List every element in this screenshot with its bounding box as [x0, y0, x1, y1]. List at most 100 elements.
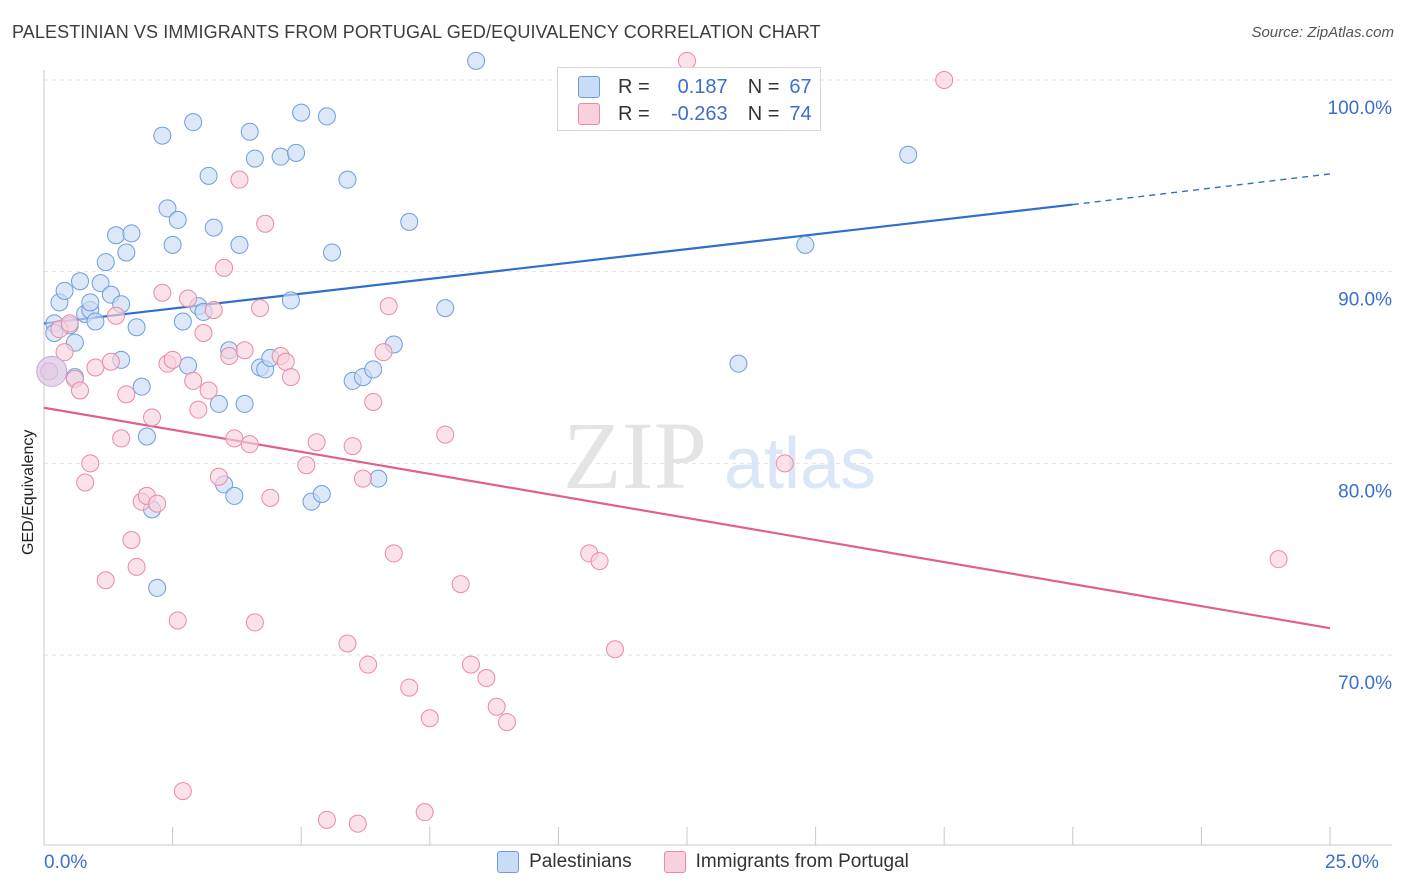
point-cluster — [36, 355, 68, 387]
point-palestinians — [400, 212, 419, 231]
n-value: 67 — [789, 75, 812, 98]
point-portugal — [297, 456, 316, 475]
r-value: 0.187 — [677, 75, 728, 98]
point-palestinians — [153, 126, 172, 145]
point-palestinians — [173, 312, 192, 331]
legend-item-palestinians[interactable]: Palestinians — [497, 851, 632, 873]
point-portugal — [477, 669, 496, 687]
point-portugal — [605, 640, 624, 659]
point-palestinians — [281, 291, 300, 310]
stats-swatch-portugal — [578, 103, 600, 125]
point-palestinians — [86, 312, 105, 331]
stats-row-portugal: R = -0.263 N = 74 — [578, 101, 812, 127]
point-portugal — [420, 709, 439, 728]
point-palestinians — [338, 170, 357, 189]
point-palestinians — [230, 235, 249, 254]
point-palestinians — [323, 243, 342, 262]
point-portugal — [590, 552, 609, 571]
point-palestinians — [225, 486, 244, 505]
point-portugal — [215, 258, 234, 277]
point-portugal — [374, 343, 393, 362]
point-palestinians — [899, 145, 918, 164]
chart-title: PALESTINIAN VS IMMIGRANTS FROM PORTUGAL … — [12, 22, 821, 42]
point-palestinians — [91, 274, 110, 293]
point-portugal — [317, 810, 336, 829]
r-label: R = — [618, 75, 650, 98]
x-tick-label-min: 0.0% — [44, 852, 88, 873]
legend-item-portugal[interactable]: Immigrants from Portugal — [663, 851, 909, 873]
point-portugal — [256, 214, 275, 233]
source-label: Source: ZipAtlas.com — [1251, 24, 1394, 41]
point-portugal — [276, 352, 295, 371]
point-palestinians — [369, 469, 388, 488]
legend: Palestinians Immigrants from Portugal — [0, 851, 1406, 873]
point-portugal — [143, 408, 162, 427]
point-portugal — [81, 454, 100, 473]
stats-swatch-palestinians — [578, 76, 600, 98]
point-palestinians — [240, 122, 259, 141]
point-palestinians — [132, 377, 151, 396]
point-palestinians — [122, 224, 141, 243]
point-portugal — [400, 678, 419, 697]
stats-box: R = 0.187 N = 67 R = -0.263 N = 74 — [557, 67, 821, 131]
point-palestinians — [127, 318, 146, 337]
point-portugal — [251, 299, 270, 318]
data-points — [36, 51, 1288, 833]
y-tick-label: 70.0% — [1338, 673, 1392, 694]
y-tick-label: 80.0% — [1338, 481, 1392, 502]
point-portugal — [281, 368, 300, 387]
point-portugal — [107, 306, 126, 325]
watermark-zip: ZIP — [563, 402, 707, 509]
point-portugal — [122, 531, 141, 549]
point-palestinians — [55, 281, 74, 300]
point-palestinians — [163, 235, 182, 254]
point-palestinians — [199, 166, 218, 185]
point-portugal — [935, 71, 954, 89]
point-portugal — [775, 454, 794, 473]
legend-swatch-palestinians — [497, 851, 520, 873]
point-palestinians — [158, 199, 177, 218]
point-portugal — [348, 814, 367, 833]
point-portugal — [359, 655, 378, 674]
point-portugal — [117, 385, 136, 404]
gridlines — [44, 79, 1392, 656]
point-portugal — [379, 297, 398, 316]
y-tick-labels: 70.0% 80.0% 90.0% 100.0% — [1328, 98, 1393, 694]
point-palestinians — [364, 360, 383, 379]
point-portugal — [168, 611, 187, 630]
point-portugal — [199, 381, 218, 400]
point-portugal — [338, 634, 357, 653]
point-palestinians — [796, 235, 815, 254]
point-portugal — [60, 314, 79, 333]
point-portugal — [384, 544, 403, 563]
point-portugal — [163, 350, 182, 369]
point-palestinians — [729, 354, 748, 373]
point-palestinians — [96, 253, 115, 272]
point-palestinians — [204, 218, 223, 237]
point-portugal — [101, 352, 120, 371]
point-portugal — [184, 371, 203, 390]
point-palestinians — [179, 356, 198, 375]
n-label: N = — [747, 102, 780, 125]
point-portugal — [353, 469, 372, 488]
point-portugal — [179, 289, 198, 308]
point-palestinians — [245, 149, 264, 168]
x-tick-label-max: 25.0% — [1325, 852, 1379, 873]
axes — [43, 70, 1392, 846]
legend-label: Immigrants from Portugal — [695, 851, 909, 872]
point-portugal — [261, 488, 280, 507]
legend-label: Palestinians — [529, 851, 632, 872]
point-portugal — [209, 467, 228, 486]
point-portugal — [204, 301, 223, 319]
point-portugal — [148, 494, 167, 513]
trend-line-palestinians-extension — [1072, 173, 1331, 206]
point-palestinians — [467, 51, 486, 70]
stats-row-palestinians: R = 0.187 N = 67 — [578, 74, 812, 100]
point-portugal — [194, 324, 213, 342]
point-portugal — [230, 170, 249, 189]
point-portugal — [153, 283, 172, 302]
point-palestinians — [137, 427, 156, 446]
point-palestinians — [436, 299, 455, 318]
point-portugal — [343, 437, 362, 456]
